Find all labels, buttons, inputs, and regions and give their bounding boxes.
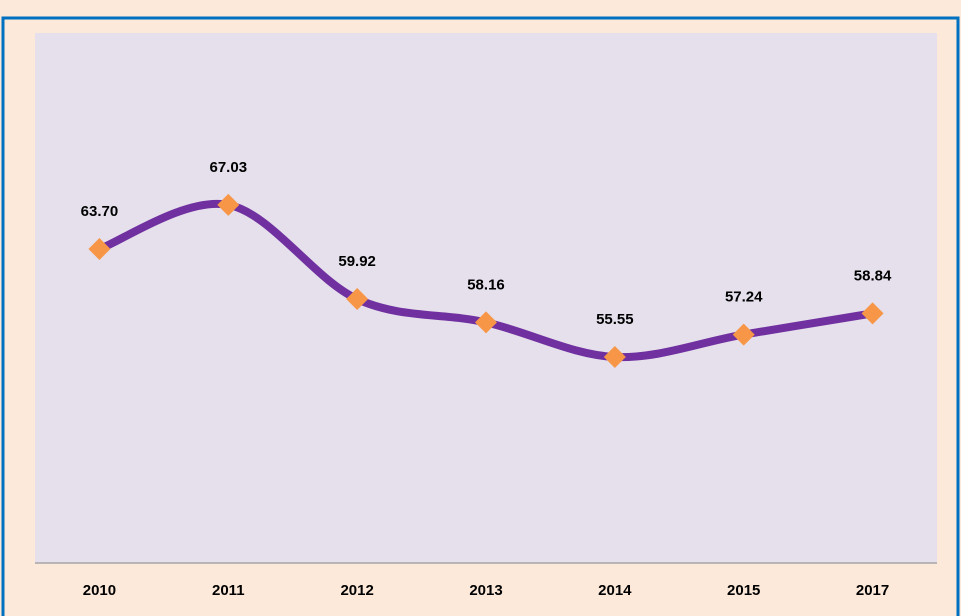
data-label: 58.84 (854, 267, 892, 284)
marker (88, 237, 111, 260)
data-label: 57.24 (725, 289, 763, 306)
x-tick-label: 2010 (83, 582, 116, 599)
x-tick-label: 2013 (469, 582, 502, 599)
data-label: 59.92 (338, 253, 376, 270)
marker (475, 311, 497, 334)
x-tick-label: 2014 (598, 582, 632, 599)
x-tick-label: 2012 (340, 582, 373, 599)
x-tick-label: 2015 (727, 582, 760, 599)
x-tick-label: 2011 (212, 582, 245, 599)
x-tick-label: 2017 (856, 582, 889, 599)
marker (603, 345, 626, 368)
data-label: 58.16 (467, 276, 505, 293)
marker (217, 193, 240, 216)
data-label: 67.03 (210, 159, 248, 176)
plot-area (35, 33, 937, 563)
data-label: 63.70 (81, 203, 119, 220)
marker (732, 323, 755, 346)
marker (346, 288, 369, 311)
data-label: 55.55 (596, 311, 634, 328)
marker (861, 302, 884, 325)
